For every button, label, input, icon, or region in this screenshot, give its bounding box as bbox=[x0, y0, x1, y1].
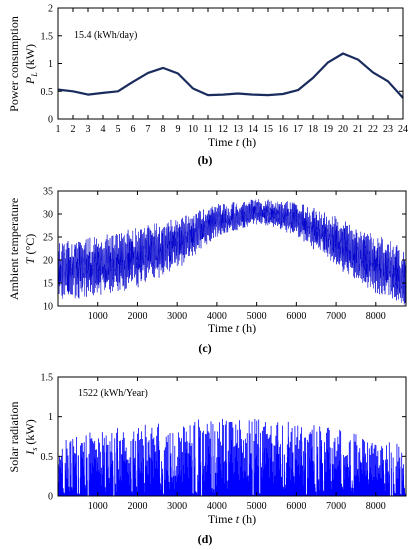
x-tick-label: 11 bbox=[203, 124, 213, 135]
y-tick-label: 25 bbox=[43, 233, 53, 244]
x-tick-label: 4000 bbox=[207, 501, 227, 512]
x-tick-labels: 1000 2000 3000 4000 5000 6000 7000 8000 bbox=[88, 501, 386, 512]
y-tick-label: 2 bbox=[48, 4, 53, 15]
panel-label: (b) bbox=[198, 153, 213, 167]
x-tick-label: 24 bbox=[398, 124, 408, 135]
plot-frame bbox=[57, 7, 404, 120]
series-group bbox=[57, 52, 404, 99]
y-axis-unit-label: PL (kW) bbox=[23, 44, 39, 85]
plot-frame bbox=[57, 376, 407, 497]
y-tick-label: 30 bbox=[43, 210, 53, 221]
series-spikes bbox=[58, 418, 407, 496]
x-tick-label: 3000 bbox=[167, 311, 187, 322]
x-tick-label: 4 bbox=[101, 124, 106, 135]
x-axis-label: Time t (h) bbox=[208, 135, 256, 149]
tick-marks bbox=[57, 7, 404, 120]
x-tick-label: 23 bbox=[383, 124, 393, 135]
x-tick-label: 1 bbox=[56, 124, 61, 135]
ambient-temperature-chart: 10 15 20 25 30 35 1000 2000 3000 4000 5000 6000 700… bbox=[7, 187, 407, 355]
x-tick-label: 18 bbox=[308, 124, 318, 135]
x-tick-label: 1000 bbox=[88, 501, 108, 512]
plot-frame bbox=[57, 190, 407, 307]
x-tick-label: 6000 bbox=[286, 311, 306, 322]
x-tick-label: 3 bbox=[86, 124, 91, 135]
y-axis-unit-label: Is (kW) bbox=[23, 419, 39, 455]
y-axis-unit-label: T (°C) bbox=[23, 234, 37, 264]
series-group bbox=[57, 199, 407, 305]
x-tick-label: 3000 bbox=[167, 501, 187, 512]
chart-annotation: 15.4 (kWh/day) bbox=[74, 30, 137, 41]
x-tick-label: 4000 bbox=[207, 311, 227, 322]
y-tick-label: 10 bbox=[43, 302, 53, 313]
x-tick-label: 1000 bbox=[88, 311, 108, 322]
x-tick-label: 5000 bbox=[247, 501, 267, 512]
panel-label: (d) bbox=[198, 532, 213, 546]
y-tick-label: 0 bbox=[48, 492, 53, 503]
x-tick-label: 12 bbox=[218, 124, 228, 135]
y-tick-label: 1 bbox=[48, 412, 53, 423]
x-tick-label: 2000 bbox=[127, 501, 147, 512]
x-tick-label: 22 bbox=[368, 124, 378, 135]
x-tick-label: 9 bbox=[176, 124, 181, 135]
y-tick-label: 0.5 bbox=[41, 87, 54, 98]
y-axis-label: Ambient temperature bbox=[7, 198, 21, 300]
x-tick-label: 7000 bbox=[326, 311, 346, 322]
x-tick-label: 10 bbox=[188, 124, 198, 135]
chart-annotation: 1522 (kWh/Year) bbox=[78, 388, 148, 399]
x-tick-label: 8000 bbox=[366, 311, 386, 322]
x-tick-label: 21 bbox=[353, 124, 363, 135]
x-tick-label: 6 bbox=[131, 124, 136, 135]
series-line bbox=[57, 199, 407, 305]
x-tick-label: 16 bbox=[278, 124, 288, 135]
x-tick-label: 13 bbox=[233, 124, 243, 135]
series-line bbox=[57, 52, 404, 99]
y-tick-label: 35 bbox=[43, 187, 53, 198]
x-tick-label: 8000 bbox=[366, 501, 386, 512]
x-tick-label: 5 bbox=[116, 124, 121, 135]
panel-label: (c) bbox=[198, 341, 211, 355]
x-tick-label: 7000 bbox=[326, 501, 346, 512]
x-tick-label: 2 bbox=[71, 124, 76, 135]
x-axis-label: Time t (h) bbox=[208, 321, 256, 335]
x-tick-label: 15 bbox=[263, 124, 273, 135]
y-axis-label: Power consumption bbox=[7, 16, 21, 112]
x-tick-label: 14 bbox=[248, 124, 258, 135]
x-tick-label: 6000 bbox=[286, 501, 306, 512]
x-axis-label: Time t (h) bbox=[208, 512, 256, 526]
solar-radiation-chart: 0 0.5 1 1.5 1000 2000 3000 4000 5000 6000 7000 800… bbox=[7, 373, 407, 546]
y-tick-label: 15 bbox=[43, 279, 53, 290]
x-tick-label: 19 bbox=[323, 124, 333, 135]
y-tick-label: 20 bbox=[43, 256, 53, 267]
x-tick-label: 20 bbox=[338, 124, 348, 135]
x-tick-label: 5000 bbox=[247, 311, 267, 322]
series-group bbox=[58, 418, 407, 496]
y-tick-labels: 10 15 20 25 30 35 bbox=[43, 187, 53, 313]
y-tick-label: 1.5 bbox=[41, 373, 54, 384]
x-tick-label: 8 bbox=[161, 124, 166, 135]
x-tick-label: 7 bbox=[146, 124, 151, 135]
x-tick-label: 17 bbox=[293, 124, 303, 135]
x-tick-labels: 1 2 3 4 5 6 7 8 9 10 11 12 13 14 15 16 17 18 19 20 21 22 23 24 bbox=[56, 124, 409, 135]
y-tick-labels: 0 0.5 1 1.5 bbox=[41, 373, 54, 503]
y-tick-labels: 0 0.5 1 1.5 2 bbox=[41, 4, 54, 126]
y-tick-label: 0.5 bbox=[41, 452, 54, 463]
power-consumption-chart: 00.511.52 1 2 3 4 5 6 7 8 9 10 11 12 13 14 15 16 17 18 19 2… bbox=[7, 4, 408, 168]
x-tick-label: 2000 bbox=[127, 311, 147, 322]
y-tick-label: 0 bbox=[48, 115, 53, 126]
y-axis-label: Solar radiation bbox=[7, 402, 21, 473]
y-tick-label: 1.5 bbox=[41, 31, 54, 42]
y-tick-label: 1 bbox=[48, 59, 53, 70]
x-tick-labels: 1000 2000 3000 4000 5000 6000 7000 8000 bbox=[88, 311, 386, 322]
